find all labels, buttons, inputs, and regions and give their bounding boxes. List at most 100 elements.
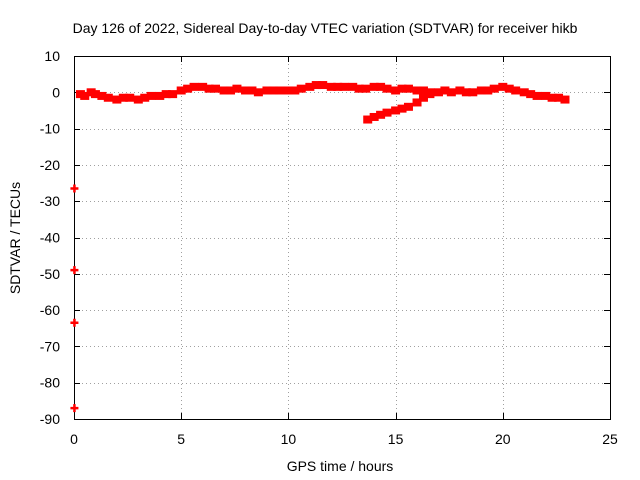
data-point: [369, 112, 379, 121]
y-axis-label: SDTVAR / TECUs: [7, 182, 23, 294]
y-tick-label: -50: [40, 266, 60, 282]
data-point: [333, 82, 343, 91]
x-tick-label: 5: [177, 431, 185, 447]
x-tick-labels: 0 5 10 15 20 25: [70, 431, 618, 447]
data-point: [526, 90, 536, 99]
data-point: [290, 86, 300, 95]
y-tick-label: 10: [44, 48, 60, 64]
data-point: [412, 86, 422, 95]
data-point: [397, 104, 407, 113]
data-point: [498, 82, 508, 91]
data-point: [112, 95, 122, 104]
y-tick-label: -70: [40, 338, 60, 354]
data-point: [391, 106, 401, 115]
data-point: [70, 404, 79, 413]
data-point: [97, 91, 107, 100]
data-point: [283, 86, 293, 95]
data-point: [247, 86, 257, 95]
data-point: [511, 86, 521, 95]
data-point: [418, 86, 428, 95]
data-point: [440, 86, 450, 95]
x-tick-label: 25: [602, 431, 618, 447]
data-point: [348, 82, 358, 91]
data-point: [468, 88, 478, 97]
x-axis-label: GPS time / hours: [287, 458, 394, 474]
data-point: [268, 86, 278, 95]
data-point: [226, 86, 236, 95]
data-point: [433, 88, 443, 97]
data-point: [198, 82, 208, 91]
data-point: [241, 86, 251, 95]
data-point: [397, 84, 407, 93]
data-point: [446, 88, 456, 97]
data-point: [125, 93, 135, 102]
chart-title: Day 126 of 2022, Sidereal Day-to-day VTE…: [73, 20, 578, 36]
axis-ticks: [74, 56, 611, 420]
data-point: [339, 82, 349, 91]
data-point: [183, 84, 193, 93]
data-point: [425, 90, 435, 99]
data-point: [262, 86, 272, 95]
x-tick-label: 15: [388, 431, 404, 447]
data-point: [219, 86, 229, 95]
y-tick-label: -90: [40, 411, 60, 427]
data-point: [80, 91, 90, 100]
series-outliers: [70, 184, 79, 413]
y-tick-labels: 10 0 -10 -20 -30 -40 -50 -60 -70 -80 -90: [40, 48, 60, 427]
data-point: [382, 84, 392, 93]
data-point: [504, 84, 514, 93]
data-point: [118, 93, 128, 102]
data-point: [461, 88, 471, 97]
y-tick-label: -40: [40, 230, 60, 246]
x-tick-label: 20: [495, 431, 511, 447]
data-point: [489, 84, 499, 93]
data-point: [391, 86, 401, 95]
data-point: [476, 86, 486, 95]
data-point: [369, 82, 379, 91]
series-main: [75, 81, 570, 104]
data-point: [354, 84, 364, 93]
data-point: [146, 91, 156, 100]
data-point: [554, 93, 564, 102]
data-point: [363, 115, 373, 124]
data-point: [204, 84, 214, 93]
data-point: [133, 95, 143, 104]
data-point: [403, 102, 413, 111]
data-point: [103, 93, 113, 102]
y-tick-label: -20: [40, 157, 60, 173]
data-point: [326, 82, 336, 91]
data-point: [232, 84, 242, 93]
data-point: [211, 84, 221, 93]
data-point: [318, 81, 328, 90]
data-point: [275, 86, 285, 95]
data-point: [70, 266, 79, 275]
data-point: [140, 93, 150, 102]
y-tick-label: -80: [40, 375, 60, 391]
data-point: [455, 86, 465, 95]
data-point: [541, 91, 551, 100]
data-point: [560, 95, 570, 104]
data-point: [161, 90, 171, 99]
data-point: [70, 184, 79, 193]
data-point: [296, 84, 306, 93]
data-point: [155, 91, 165, 100]
x-tick-label: 10: [281, 431, 297, 447]
data-point: [90, 90, 100, 99]
y-tick-label: -60: [40, 302, 60, 318]
data-point: [168, 90, 178, 99]
data-point: [412, 98, 422, 107]
data-point: [189, 82, 199, 91]
data-point: [176, 86, 186, 95]
data-point: [361, 84, 371, 93]
data-point: [547, 93, 557, 102]
grid: [74, 56, 610, 419]
data-points: [70, 81, 570, 413]
data-point: [311, 81, 321, 90]
x-tick-label: 0: [70, 431, 78, 447]
data-point: [418, 93, 428, 102]
data-point: [483, 86, 493, 95]
y-tick-label: -30: [40, 193, 60, 209]
data-point: [305, 82, 315, 91]
data-point: [532, 91, 542, 100]
